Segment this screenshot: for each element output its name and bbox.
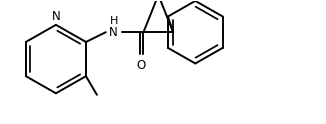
Text: N: N (109, 26, 118, 39)
Text: N: N (52, 10, 60, 23)
Text: H: H (110, 16, 118, 26)
Text: O: O (137, 59, 146, 72)
